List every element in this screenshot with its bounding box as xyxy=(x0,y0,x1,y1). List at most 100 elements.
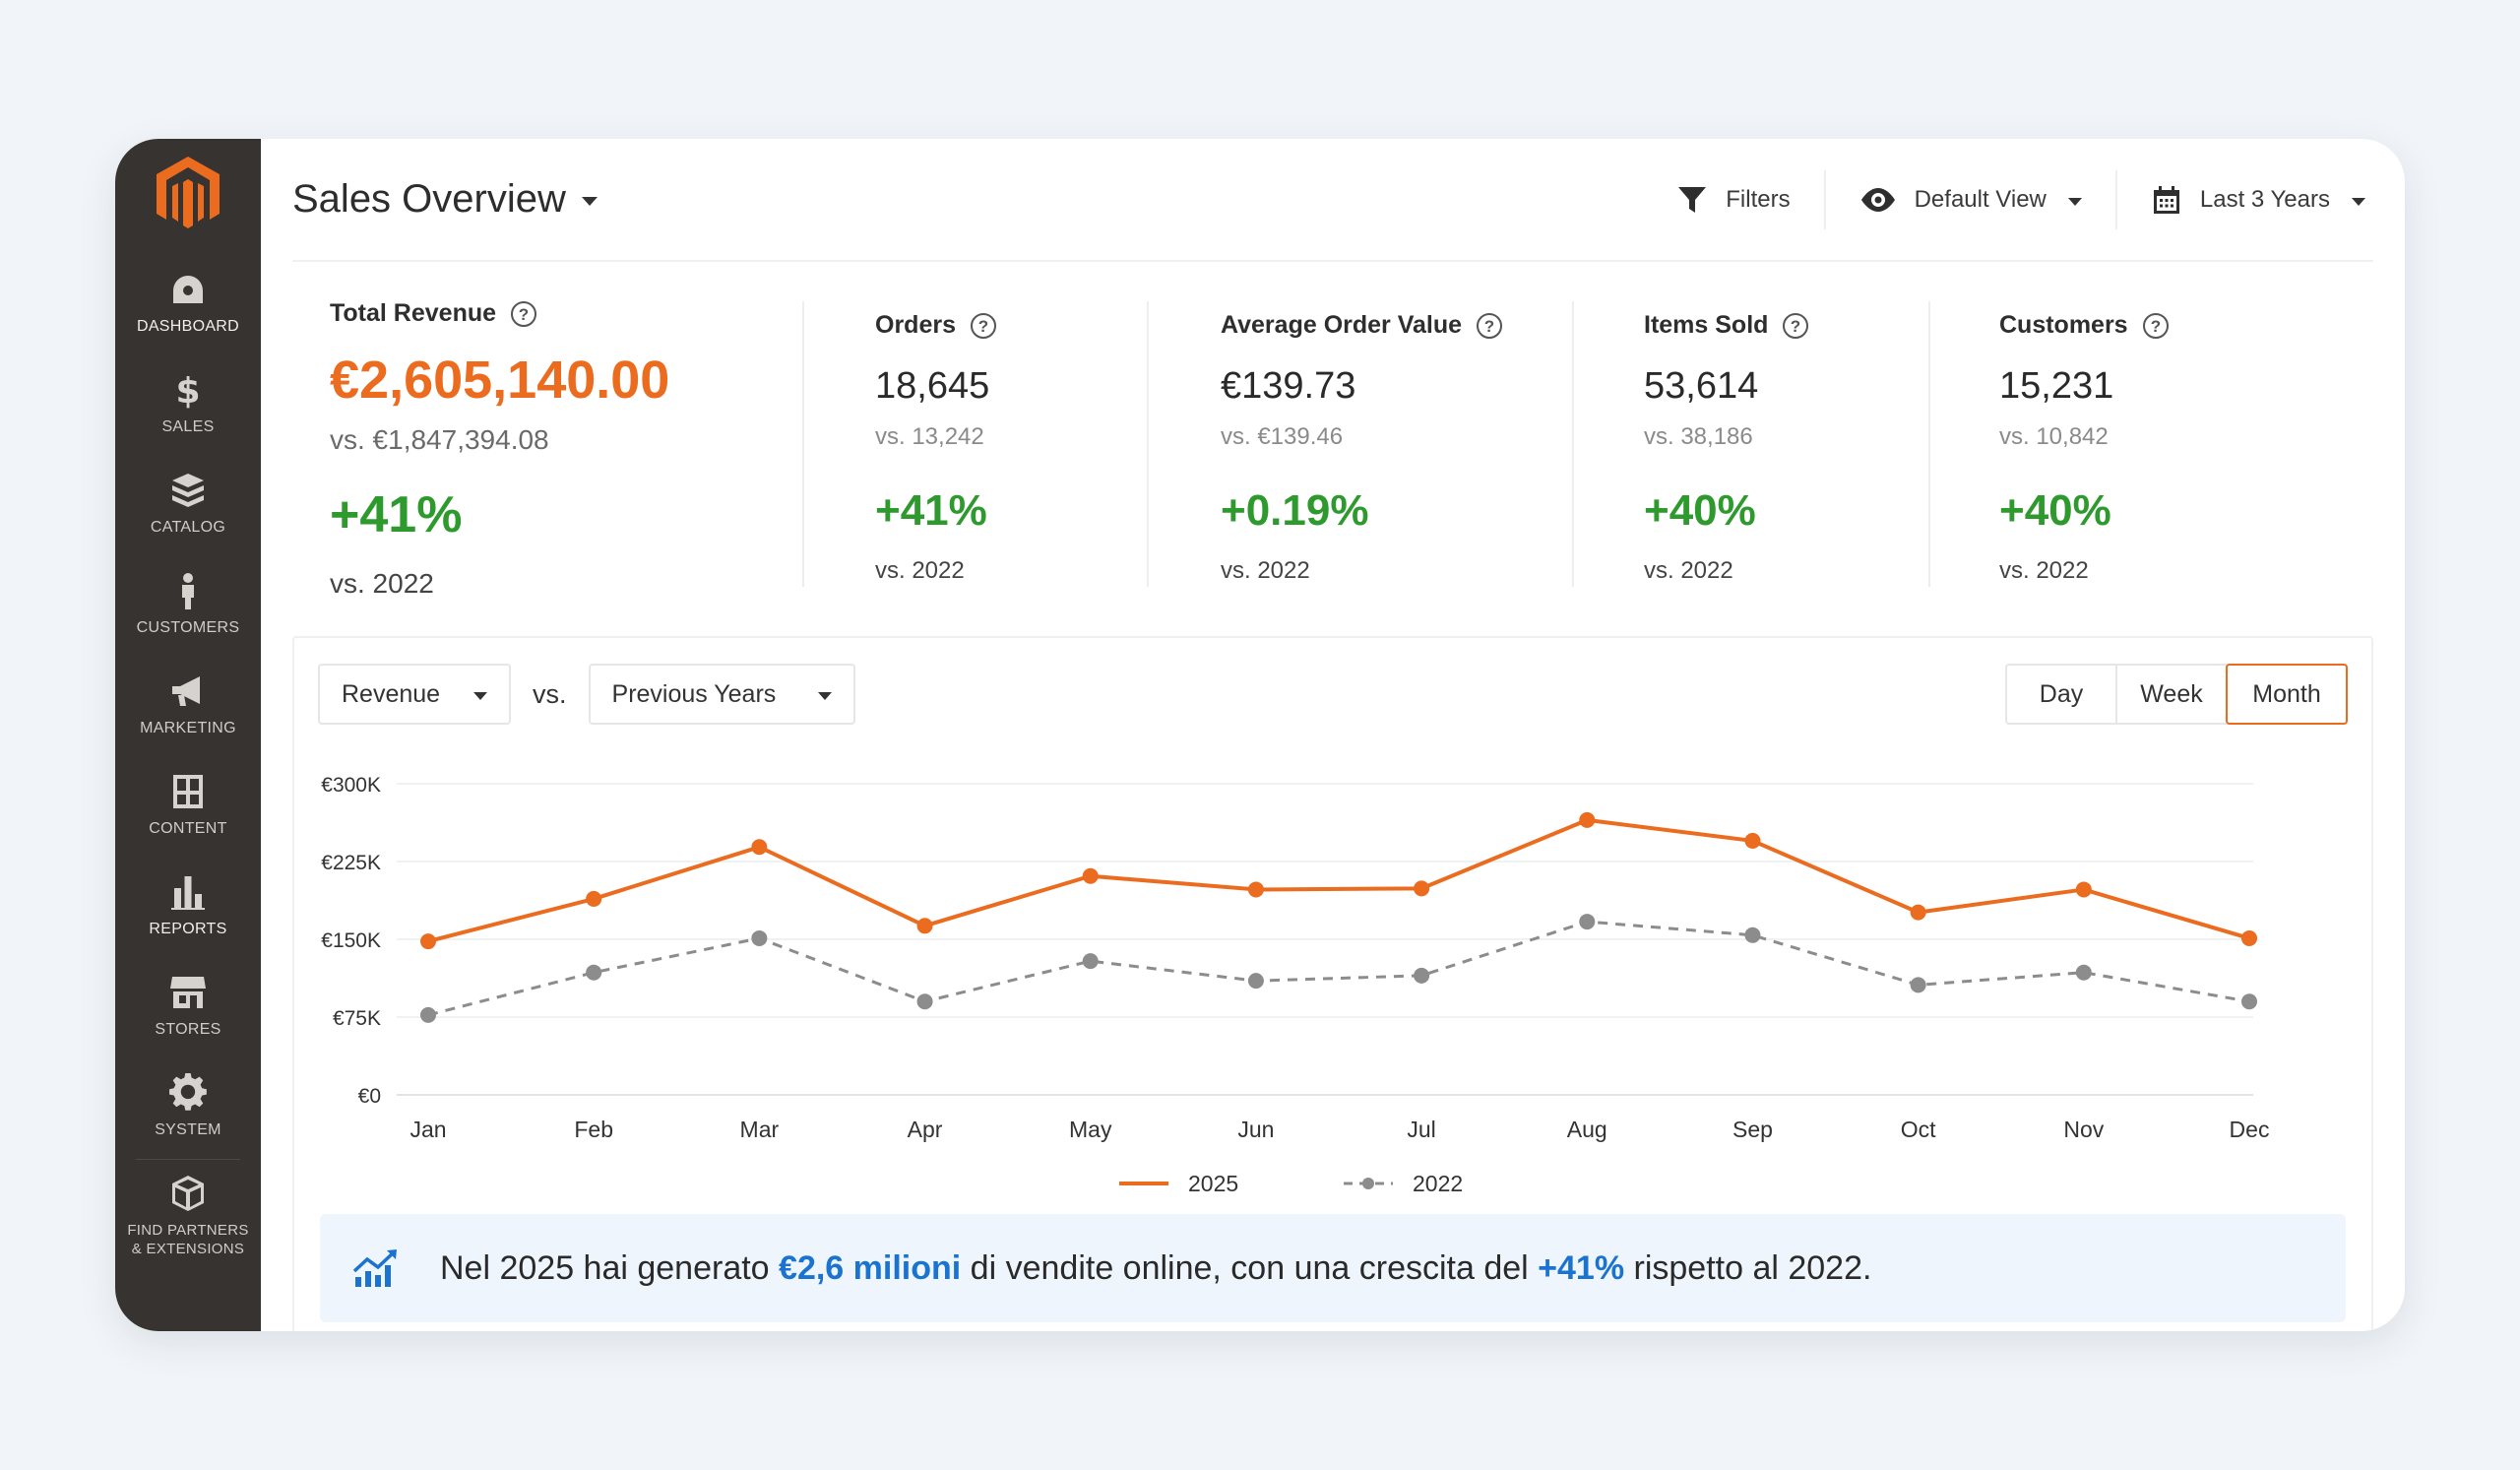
data-point-2022 xyxy=(1247,973,1264,990)
data-point-2025 xyxy=(420,933,436,950)
kpi-previous: vs. 13,242 xyxy=(875,423,984,450)
sidebar: DASHBOARD $ SALES CATALOG CUSTOMERS MARK… xyxy=(115,139,261,1331)
kpi-label: Items Sold xyxy=(1644,311,1769,339)
sidebar-item-label: FIND PARTNERS & EXTENSIONS xyxy=(127,1222,249,1257)
granularity-month-button[interactable]: Month xyxy=(2226,664,2348,725)
chevron-down-icon xyxy=(2352,197,2365,206)
kpi-previous: vs. €139.46 xyxy=(1221,423,1344,450)
sidebar-item-sales[interactable]: $ SALES xyxy=(115,353,261,454)
x-tick-label: Jan xyxy=(410,1117,446,1142)
kpi-value: 53,614 xyxy=(1644,365,1759,407)
layout-grid-icon xyxy=(173,775,203,808)
x-tick-label: Sep xyxy=(1732,1117,1773,1142)
sidebar-item-content[interactable]: CONTENT xyxy=(115,755,261,856)
x-tick-label: Mar xyxy=(740,1117,780,1142)
trending-up-chart-icon xyxy=(352,1249,397,1287)
x-tick-label: Dec xyxy=(2230,1117,2270,1142)
y-tick-label: €300K xyxy=(321,774,381,797)
kpi-compare: vs. 2022 xyxy=(1221,557,1310,584)
filter-icon xyxy=(1678,186,1707,213)
sidebar-item-system[interactable]: SYSTEM xyxy=(115,1056,261,1157)
legend-label: 2025 xyxy=(1188,1171,1238,1194)
data-point-2022 xyxy=(916,993,933,1010)
kpi-orders: Orders ? 18,645 vs. 13,242 +41% vs. 2022 xyxy=(875,311,997,597)
page-title-dropdown[interactable]: Sales Overview xyxy=(292,177,598,222)
data-point-2025 xyxy=(1744,832,1761,849)
kpi-compare: vs. 2022 xyxy=(1644,557,1733,584)
sidebar-item-catalog[interactable]: CATALOG xyxy=(115,454,261,554)
data-point-2022 xyxy=(2075,964,2092,981)
header-divider xyxy=(1823,169,1826,229)
sidebar-item-customers[interactable]: CUSTOMERS xyxy=(115,554,261,655)
date-range-label: Last 3 Years xyxy=(2199,185,2330,213)
magento-logo-icon[interactable] xyxy=(151,153,225,231)
sidebar-item-label: REPORTS xyxy=(149,921,227,937)
kpi-compare: vs. 2022 xyxy=(875,557,965,584)
insight-banner: Nel 2025 hai generato €2,6 milioni di ve… xyxy=(320,1214,2346,1322)
kpi-value: €139.73 xyxy=(1221,365,1356,407)
kpi-compare: vs. 2022 xyxy=(1999,557,2089,584)
sidebar-item-reports[interactable]: REPORTS xyxy=(115,856,261,956)
help-icon[interactable]: ? xyxy=(1476,312,1503,340)
granularity-toggle: Day Week Month xyxy=(2005,664,2348,725)
data-point-2022 xyxy=(2241,993,2257,1010)
help-icon[interactable]: ? xyxy=(970,312,997,340)
x-tick-label: Nov xyxy=(2063,1117,2104,1142)
data-point-2022 xyxy=(1082,953,1099,970)
insight-text: Nel 2025 hai generato €2,6 milioni di ve… xyxy=(440,1248,1872,1287)
header-divider xyxy=(2114,169,2117,229)
data-point-2025 xyxy=(586,890,602,907)
kpi-label: Total Revenue xyxy=(330,299,497,327)
data-point-2025 xyxy=(916,918,933,934)
page-title: Sales Overview xyxy=(292,177,566,221)
data-point-2025 xyxy=(2075,881,2092,898)
kpi-change: +41% xyxy=(330,486,463,543)
calendar-icon xyxy=(2153,185,2179,214)
metric-select-value: Revenue xyxy=(342,679,441,708)
y-tick-label: €0 xyxy=(358,1085,381,1108)
box-icon xyxy=(172,1176,204,1211)
kpi-divider xyxy=(1572,301,1574,587)
kpi-value: 15,231 xyxy=(1999,365,2114,407)
sidebar-item-label: CUSTOMERS xyxy=(136,619,240,636)
view-selector[interactable]: Default View xyxy=(1826,170,2115,229)
svg-text:?: ? xyxy=(1484,317,1494,336)
svg-text:?: ? xyxy=(978,317,988,336)
comparison-select[interactable]: Previous Years xyxy=(588,664,855,725)
help-icon[interactable]: ? xyxy=(2142,312,2170,340)
cube-stack-icon xyxy=(172,474,204,507)
kpi-divider xyxy=(1147,301,1149,587)
sidebar-item-label: STORES xyxy=(155,1021,221,1038)
granularity-week-button[interactable]: Week xyxy=(2117,666,2228,723)
sidebar-item-label: MARKETING xyxy=(140,720,236,736)
kpi-label: Customers xyxy=(1999,311,2128,339)
granularity-day-button[interactable]: Day xyxy=(2007,666,2117,723)
sidebar-item-label: DASHBOARD xyxy=(136,318,240,335)
date-range-selector[interactable]: Last 3 Years xyxy=(2117,170,2373,229)
person-icon xyxy=(182,573,194,609)
chevron-down-icon xyxy=(581,197,598,206)
help-icon[interactable]: ? xyxy=(510,300,537,328)
sidebar-item-dashboard[interactable]: DASHBOARD xyxy=(115,253,261,353)
chart-controls: Revenue vs. Previous Years Day Week Mont… xyxy=(318,664,2348,725)
kpi-average-order-value: Average Order Value ? €139.73 vs. €139.4… xyxy=(1221,311,1503,597)
page-header: Sales Overview Filters Default View Last xyxy=(292,139,2373,262)
filters-button[interactable]: Filters xyxy=(1643,170,1823,229)
metric-select[interactable]: Revenue xyxy=(318,664,511,725)
sidebar-item-find-partners[interactable]: FIND PARTNERS & EXTENSIONS xyxy=(115,1162,261,1270)
sidebar-item-label: SALES xyxy=(161,418,215,435)
data-point-2022 xyxy=(1910,977,1926,993)
kpi-compare: vs. 2022 xyxy=(330,568,434,599)
x-tick-label: Jun xyxy=(1237,1117,1274,1142)
data-point-2022 xyxy=(420,1006,436,1023)
view-label: Default View xyxy=(1914,185,2047,213)
help-icon[interactable]: ? xyxy=(1782,312,1809,340)
sidebar-item-label: CATALOG xyxy=(150,519,226,536)
insight-revenue-highlight: €2,6 milioni xyxy=(779,1248,962,1287)
data-point-2025 xyxy=(1579,811,1596,828)
data-point-2025 xyxy=(1247,881,1264,898)
data-point-2022 xyxy=(751,929,768,946)
sidebar-item-marketing[interactable]: MARKETING xyxy=(115,655,261,755)
svg-text:$: $ xyxy=(175,371,200,410)
sidebar-item-stores[interactable]: STORES xyxy=(115,956,261,1056)
